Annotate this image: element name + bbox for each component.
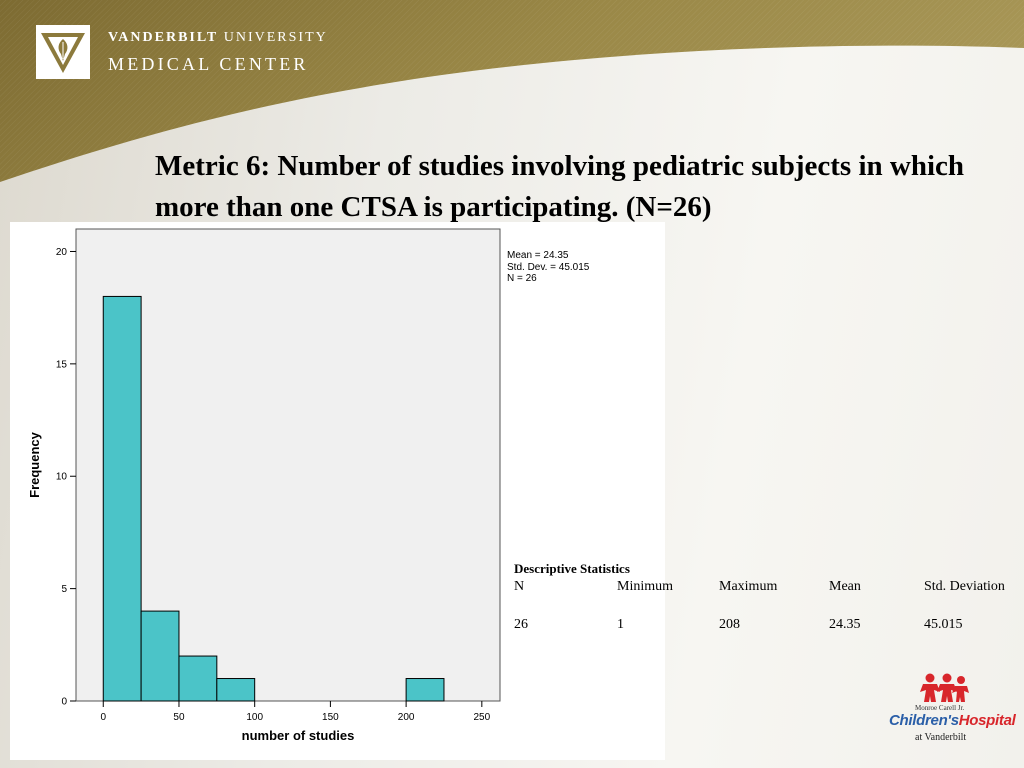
hospital-name: Children'sHospital <box>889 712 1016 729</box>
x-tick-label: 150 <box>322 712 339 723</box>
x-tick-label: 50 <box>173 712 185 723</box>
university-name: VANDERBILT UNIVERSITY <box>108 30 328 45</box>
table-row: 26 1 208 24.35 45.015 <box>514 616 1019 634</box>
column-header-std-deviation: Std. Deviation <box>924 579 1005 594</box>
legend-n: N = 26 <box>507 273 537 284</box>
x-tick-label: 0 <box>100 712 106 723</box>
hospital-small-text: Monroe Carell Jr. <box>915 704 965 712</box>
medical-center-name: MEDICAL CENTER <box>108 54 309 74</box>
histogram-stats-legend: Mean = 24.35 Std. Dev. = 45.015 N = 26 <box>507 250 589 285</box>
value-minimum: 1 <box>617 617 624 632</box>
childrens-hospital-logo: Monroe Carell Jr. Children'sHospital at … <box>885 672 1016 748</box>
y-axis-title: Frequency <box>27 431 42 498</box>
y-tick-label: 20 <box>56 247 68 258</box>
x-tick-label: 100 <box>246 712 263 723</box>
histogram-bar <box>140 610 180 702</box>
descriptive-statistics-table: N Minimum Maximum Mean Std. Deviation 26… <box>514 578 1019 634</box>
oak-leaf-v-icon <box>41 33 85 73</box>
x-tick-label: 200 <box>398 712 415 723</box>
table-header-row: N Minimum Maximum Mean Std. Deviation <box>514 578 1019 616</box>
descriptive-statistics: Descriptive Statistics N Minimum Maximum… <box>514 560 1019 634</box>
legend-std-dev: Std. Dev. = 45.015 <box>507 261 590 273</box>
histogram-bar <box>405 678 445 702</box>
y-tick-label: 5 <box>61 584 67 595</box>
value-maximum: 208 <box>719 617 740 632</box>
column-header-n: N <box>514 579 525 594</box>
histogram-bar <box>102 295 142 702</box>
x-tick-label: 250 <box>473 712 490 723</box>
descriptive-statistics-title: Descriptive Statistics <box>514 561 630 576</box>
column-header-mean: Mean <box>829 579 861 594</box>
y-tick-label: 10 <box>56 472 68 483</box>
column-header-maximum: Maximum <box>719 579 778 594</box>
hospital-at-text: at Vanderbilt <box>915 732 967 743</box>
children-figures-icon <box>920 673 969 702</box>
legend-mean: Mean = 24.35 <box>507 250 569 261</box>
slide-title: Metric 6: Number of studies involving pe… <box>155 150 965 223</box>
x-axis-title: number of studies <box>242 728 355 743</box>
header-banner <box>0 0 1024 182</box>
value-std-deviation: 45.015 <box>924 617 963 632</box>
histogram-bar <box>216 678 256 702</box>
value-mean: 24.35 <box>829 617 861 632</box>
y-tick-label: 15 <box>56 359 68 370</box>
histogram-panel: 0 5 10 15 20 0 50 100 150 200 250 number of studies… <box>10 222 665 760</box>
histogram-bar <box>178 655 218 702</box>
vanderbilt-logo <box>36 25 90 79</box>
column-header-minimum: Minimum <box>617 579 674 594</box>
y-tick-label: 0 <box>61 697 67 708</box>
value-n: 26 <box>514 617 528 632</box>
